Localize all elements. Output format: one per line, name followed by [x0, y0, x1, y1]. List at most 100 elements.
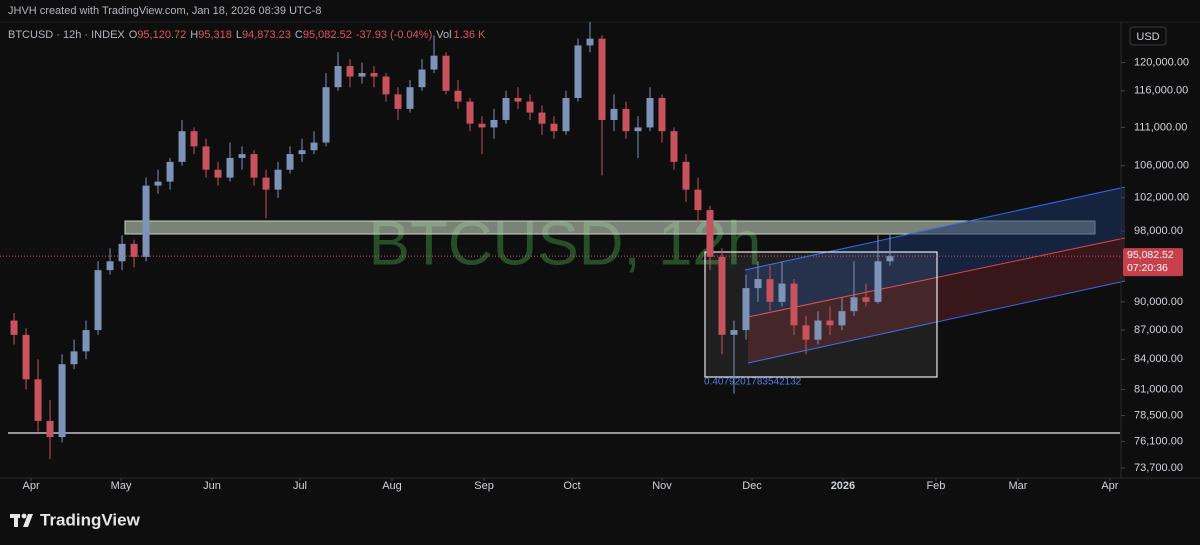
candle-body — [634, 127, 642, 132]
candle-body — [658, 97, 666, 132]
watermark: BTCUSD, 12h — [369, 209, 762, 278]
candle-body — [574, 45, 582, 98]
y-tick-label: 73,700.00 — [1134, 462, 1183, 474]
x-tick-label: Sep — [474, 480, 494, 492]
candle-body — [82, 330, 90, 352]
candle-body — [622, 108, 630, 132]
candle-body — [874, 261, 882, 302]
candle-body — [394, 94, 402, 109]
candle-body — [586, 38, 594, 46]
ohlc-key: H — [190, 29, 198, 41]
candle-body — [430, 55, 438, 70]
brand-logo — [10, 513, 33, 527]
candle-body — [766, 279, 774, 302]
candle-body — [406, 87, 414, 109]
x-tick-label: Jun — [203, 480, 221, 492]
y-tick-label: 116,000.00 — [1134, 85, 1188, 97]
candle-body — [886, 256, 894, 262]
x-tick-label: Feb — [926, 480, 945, 492]
logo-part — [21, 513, 27, 519]
candle-body — [286, 154, 294, 170]
candle-body — [274, 169, 282, 190]
candle-body — [70, 351, 78, 365]
candle-body — [802, 325, 810, 340]
candle-body — [790, 283, 798, 326]
candle-body — [442, 55, 450, 91]
y-tick-label: 84,000.00 — [1134, 353, 1183, 365]
x-tick-label: Apr — [23, 480, 40, 492]
candle-body — [46, 420, 54, 438]
x-tick-label: Apr — [1101, 480, 1118, 492]
ohlc-key: C — [295, 29, 303, 41]
y-tick-label: 102,000.00 — [1134, 192, 1189, 204]
ohlc-key: O — [129, 29, 138, 41]
y-tick-label: 87,000.00 — [1134, 324, 1183, 336]
candle-body — [202, 146, 210, 170]
channel-top — [744, 186, 1126, 271]
ohlc-value: 95,082.52 — [303, 29, 352, 41]
candle-body — [550, 123, 558, 132]
candle-body — [238, 154, 246, 158]
x-tick-label: Dec — [742, 480, 762, 492]
candle-body — [334, 66, 342, 88]
candle-body — [754, 279, 762, 289]
x-tick-label: 2026 — [831, 480, 855, 492]
candle-body — [478, 123, 486, 128]
candle-body — [490, 119, 498, 128]
ohlc-key: L — [236, 29, 242, 41]
symbol: BTCUSD · 12h · INDEX — [8, 29, 125, 41]
candle-body — [34, 379, 42, 421]
candle-body — [562, 97, 570, 132]
candle-body — [178, 131, 186, 162]
candle-body — [94, 270, 102, 331]
y-tick-label: 111,000.00 — [1134, 121, 1187, 133]
candle-body — [610, 108, 618, 120]
candle-body — [58, 364, 66, 438]
candle-body — [538, 112, 546, 124]
candle-body — [850, 297, 858, 312]
x-tick-label: Oct — [563, 480, 580, 492]
x-tick-label: Jul — [293, 480, 307, 492]
fib-annotation: 0.4079201783542132 — [704, 377, 802, 388]
logo-part — [14, 514, 18, 527]
y-tick-label: 120,000.00 — [1134, 56, 1189, 68]
ohlc-value: 94,873.23 — [242, 29, 291, 41]
candle-body — [154, 181, 162, 186]
candle-body — [226, 157, 234, 178]
candle-body — [106, 261, 114, 271]
volume-key: Vol — [436, 29, 451, 41]
logo-part — [23, 514, 33, 527]
candle-body — [862, 297, 870, 302]
candle-body — [778, 283, 786, 302]
candle-body — [130, 243, 138, 257]
candle-body — [262, 177, 270, 190]
candle-body — [646, 97, 654, 128]
candle-body — [670, 131, 678, 162]
candle-body — [118, 243, 126, 262]
candle-body — [22, 334, 30, 380]
candle-body — [346, 66, 354, 77]
candle-body — [322, 87, 330, 143]
y-tick-label: 78,500.00 — [1134, 409, 1183, 421]
candle-body — [10, 320, 18, 335]
candles — [10, 22, 894, 460]
candle-body — [706, 210, 714, 257]
candle-body — [838, 311, 846, 326]
brand: TradingView — [40, 510, 141, 529]
y-tick-label: 90,000.00 — [1134, 296, 1183, 308]
candle-body — [358, 73, 366, 77]
change: -37.93 (-0.04%) — [356, 29, 432, 41]
y-tick-label: 98,000.00 — [1134, 225, 1183, 237]
countdown: 07:20:36 — [1127, 262, 1168, 274]
currency-button[interactable] — [1129, 26, 1167, 46]
candle-body — [526, 101, 534, 113]
candle-body — [730, 330, 738, 335]
currency[interactable]: USD — [1136, 31, 1159, 43]
x-tick-label: May — [111, 480, 132, 492]
candle-body — [742, 288, 750, 331]
attribution: JHVH created with TradingView.com, Jan 1… — [8, 5, 321, 17]
candle-body — [418, 69, 426, 88]
candle-body — [250, 154, 258, 178]
range-box — [704, 251, 938, 378]
